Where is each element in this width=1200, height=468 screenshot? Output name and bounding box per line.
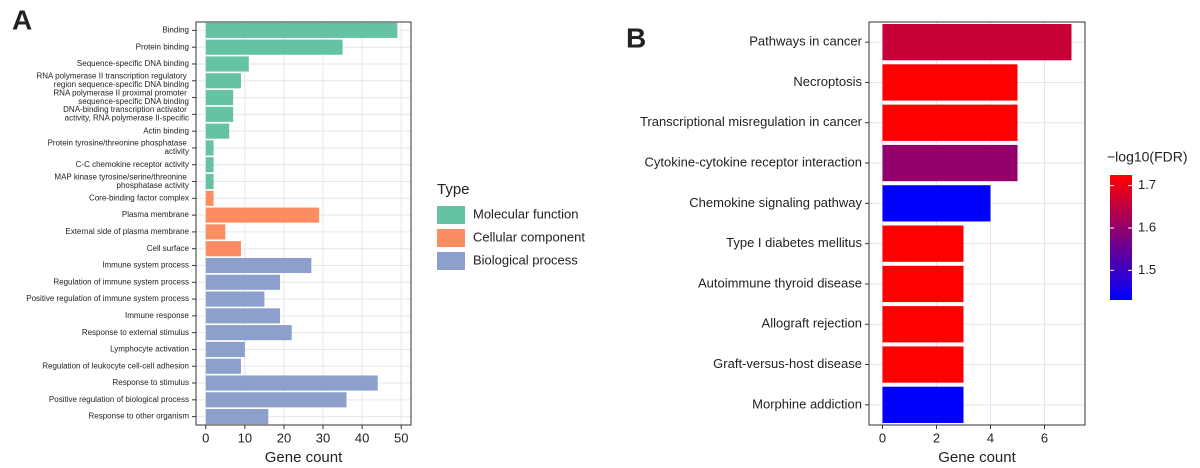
y-tick-label: Graft-versus-host disease [713, 356, 862, 371]
bar [882, 346, 964, 383]
x-tick-label: 30 [316, 430, 330, 445]
y-tick-label: Necroptosis [793, 74, 862, 89]
x-tick-label: 4 [987, 430, 994, 445]
colorbar-tick-label: 1.6 [1138, 219, 1156, 234]
y-tick-label: RNA polymerase II proximal promoter sequ… [53, 88, 189, 106]
colorbar-tick-label: 1.5 [1138, 262, 1156, 277]
y-tick-label: Autoimmune thyroid disease [698, 275, 862, 290]
bar [205, 409, 269, 425]
bar [205, 308, 281, 324]
bar [205, 358, 241, 374]
y-tick-label: Response to external stimulus [82, 328, 189, 337]
y-tick-label: Positive regulation of immune system pro… [26, 294, 189, 303]
plot-panel [196, 22, 411, 425]
bar [205, 224, 226, 240]
y-tick-label: Immune system process [102, 261, 189, 270]
y-tick-label: Plasma membrane [122, 210, 190, 219]
y-tick-label: Actin binding [143, 126, 189, 135]
bar [205, 291, 265, 307]
bar [205, 190, 214, 206]
x-tick-label: 20 [277, 430, 291, 445]
bar [882, 386, 964, 423]
y-tick-label: MAP kinase tyrosine/serine/threonine pho… [54, 172, 189, 190]
y-tick-label: Sequence-specific DNA binding [77, 59, 189, 68]
y-tick-label: Core-binding factor complex [89, 193, 189, 202]
legend-label: Molecular function [473, 206, 579, 221]
legend-swatch [437, 206, 465, 224]
bar [882, 104, 1018, 141]
y-tick-label: Regulation of immune system process [53, 277, 189, 286]
x-tick-label: 2 [933, 430, 940, 445]
colorbar-title: −log10(FDR) [1107, 149, 1188, 165]
y-tick-label: Response to stimulus [113, 378, 189, 387]
y-tick-label: Lymphocyte activation [110, 345, 189, 354]
bar [882, 306, 964, 343]
x-axis-title: Gene count [938, 449, 1016, 466]
bar [205, 90, 234, 106]
x-tick-label: 40 [355, 430, 369, 445]
y-tick-label: Type I diabetes mellitus [726, 235, 862, 250]
bar [205, 375, 378, 391]
x-tick-label: 50 [394, 430, 408, 445]
y-tick-label: Cell surface [147, 244, 190, 253]
bar [882, 225, 964, 262]
colorbar [1110, 175, 1132, 300]
y-tick-label: C-C chemokine receptor activity [76, 160, 189, 169]
panel-label: A [12, 4, 32, 35]
y-tick-label: Response to other organism [89, 412, 190, 421]
y-tick-label: Protein binding [136, 42, 189, 51]
legend-swatch [437, 252, 465, 270]
bar [882, 24, 1072, 61]
bar [205, 73, 241, 89]
y-tick-label: DNA-binding transcription activator acti… [63, 105, 189, 123]
bar [205, 56, 249, 72]
bar [882, 185, 991, 222]
x-tick-label: 6 [1041, 430, 1048, 445]
bar [205, 341, 245, 357]
legend-label: Biological process [473, 252, 578, 267]
panel-label: B [626, 22, 646, 53]
y-tick-label: Chemokine signaling pathway [689, 195, 862, 210]
y-tick-label: Pathways in cancer [749, 34, 862, 49]
bar [205, 207, 320, 223]
bar [205, 274, 281, 290]
bar [205, 173, 214, 190]
y-tick-label: Positive regulation of biological proces… [49, 395, 189, 404]
y-tick-label: Protein tyrosine/threonine phosphatase a… [48, 139, 189, 157]
bar [882, 64, 1018, 101]
x-tick-label: 0 [202, 430, 209, 445]
bar [205, 106, 234, 122]
bar [205, 257, 312, 274]
y-tick-label: Regulation of leukocyte cell-cell adhesi… [42, 361, 189, 370]
legend-label: Cellular component [473, 229, 585, 244]
x-axis-title: Gene count [265, 449, 343, 466]
legend-swatch [437, 229, 465, 247]
bar [882, 144, 1018, 182]
bar [205, 140, 214, 156]
bar [205, 123, 230, 139]
y-tick-label: RNA polymerase II transcription regulato… [36, 72, 189, 90]
bar [205, 325, 292, 341]
y-tick-label: External side of plasma membrane [65, 227, 189, 236]
colorbar-tick-label: 1.7 [1138, 177, 1156, 192]
y-tick-label: Transcriptional misregulation in cancer [640, 114, 863, 129]
bar [205, 157, 214, 173]
plot-border [868, 21, 1086, 426]
bar [205, 241, 241, 257]
y-tick-label: Allograft rejection [762, 316, 862, 331]
plot-border [195, 21, 412, 426]
legend-title: Type [437, 181, 470, 198]
y-tick-label: Morphine addiction [752, 396, 862, 411]
x-tick-label: 10 [238, 430, 252, 445]
y-tick-label: Binding [162, 26, 189, 35]
x-tick-label: 0 [879, 430, 886, 445]
bar [205, 39, 343, 55]
bar [205, 392, 347, 408]
bar [882, 265, 964, 303]
bar [205, 22, 398, 38]
y-tick-label: Immune response [125, 311, 190, 320]
y-tick-label: Cytokine-cytokine receptor interaction [645, 154, 863, 169]
